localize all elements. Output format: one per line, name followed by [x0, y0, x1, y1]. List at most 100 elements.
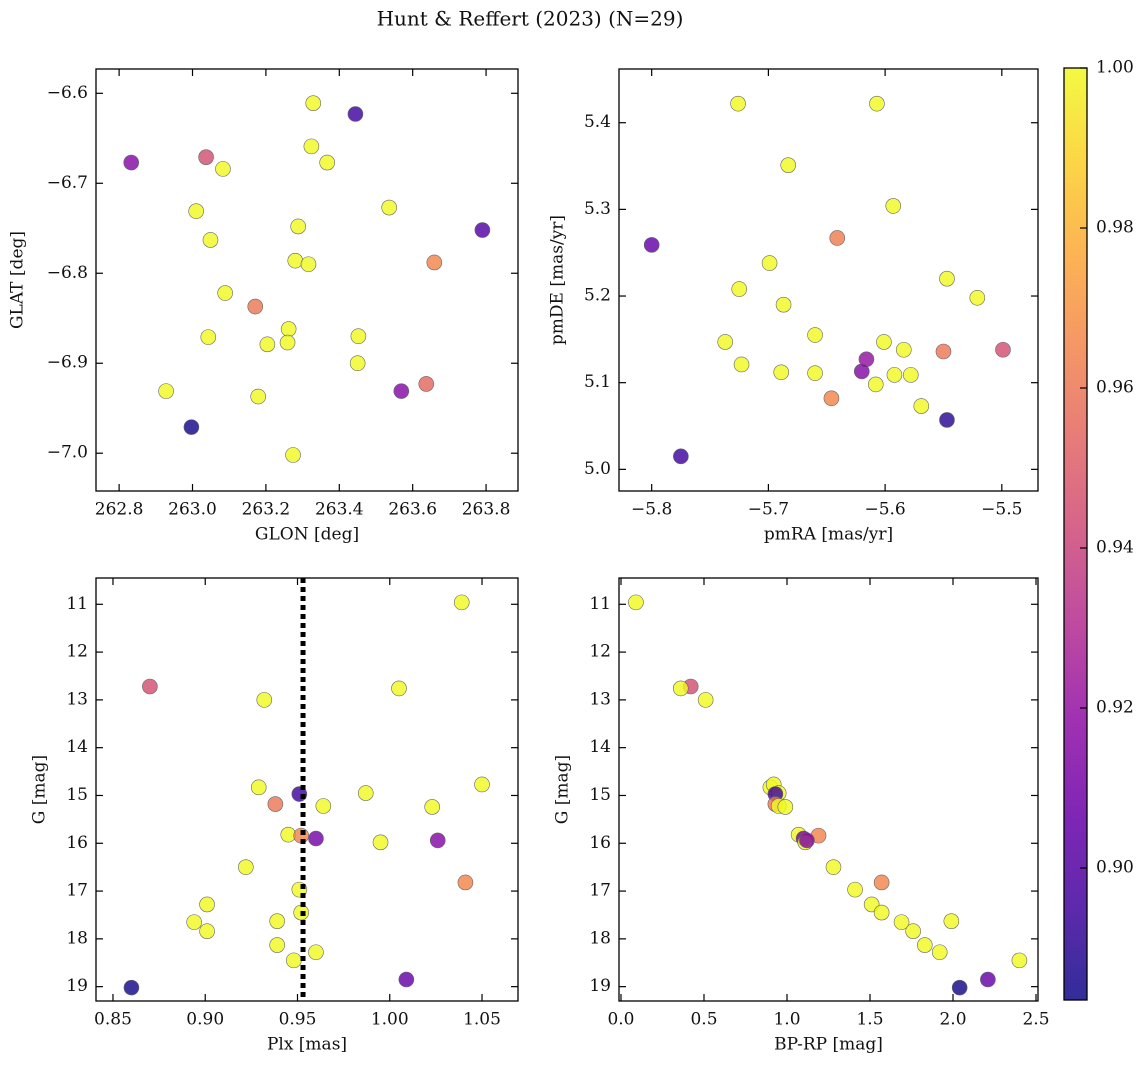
point [183, 419, 200, 435]
y-tick-label: 12 [66, 642, 88, 662]
point [429, 832, 446, 849]
x-tick-label: 263.4 [315, 500, 364, 520]
point [381, 199, 397, 216]
point [799, 832, 815, 849]
x-tick-label: 0.90 [186, 1010, 224, 1030]
x-axis-label: BP-RP [mag] [774, 1035, 883, 1055]
point [300, 256, 317, 273]
point [269, 913, 285, 929]
point [697, 692, 714, 708]
y-axis-label: GLAT [deg] [8, 231, 28, 329]
point [474, 222, 491, 238]
point [847, 881, 863, 898]
y-tick-label: 5.3 [584, 199, 611, 219]
point [733, 356, 750, 373]
x-tick-label: 1.05 [463, 1010, 501, 1030]
y-tick-label: 18 [66, 928, 88, 948]
plot-frame [618, 68, 1039, 492]
point [200, 329, 217, 345]
x-tick-label: 262.8 [95, 500, 144, 520]
point [202, 232, 219, 248]
x-axis-label: pmRA [mas/yr] [764, 525, 893, 545]
y-tick-label: 5.4 [584, 112, 611, 132]
point [643, 237, 660, 253]
figure-title: Hunt & Reffert (2023) (N=29) [377, 7, 684, 31]
colorbar [1063, 67, 1088, 1001]
point [807, 365, 823, 381]
point [873, 874, 890, 891]
point [453, 594, 470, 611]
point [867, 376, 884, 393]
x-axis-label: GLON [deg] [255, 525, 359, 545]
y-tick-label: 12 [589, 642, 611, 662]
y-tick-label: −7.0 [47, 443, 88, 463]
point [913, 398, 930, 414]
colorbar-tick-label: 0.90 [1096, 858, 1134, 878]
plot-frame [95, 577, 519, 1002]
point [259, 336, 276, 353]
y-tick-label: 16 [66, 833, 88, 853]
y-tick-label: 15 [66, 785, 88, 805]
point [199, 896, 215, 913]
point [893, 914, 910, 930]
x-tick-label: 2.5 [1022, 1010, 1049, 1030]
point [287, 252, 304, 269]
point [347, 106, 364, 122]
y-tick-label: 14 [589, 737, 611, 757]
point [286, 952, 302, 969]
point [308, 830, 324, 847]
y-tick-label: 16 [589, 833, 611, 853]
y-tick-label: 13 [66, 689, 88, 709]
point [1011, 952, 1028, 969]
point [876, 334, 892, 350]
point [290, 218, 306, 235]
y-tick-label: −6.6 [47, 83, 88, 103]
point [885, 198, 902, 214]
point [829, 230, 846, 246]
x-tick-label: 0.0 [607, 1010, 634, 1030]
x-tick-label: 2.0 [939, 1010, 966, 1030]
x-tick-label: −5.5 [981, 500, 1022, 520]
point [267, 796, 284, 812]
point [142, 678, 158, 695]
y-tick-label: −6.9 [47, 353, 88, 373]
point [238, 859, 254, 875]
y-axis-label: G [mag] [30, 755, 50, 824]
point [285, 447, 301, 463]
point [308, 944, 324, 961]
plot-frame [618, 577, 1039, 1002]
point [315, 798, 332, 814]
y-tick-label: 11 [589, 594, 611, 614]
point [980, 971, 996, 988]
point [873, 904, 890, 921]
point [424, 799, 440, 815]
x-tick-label: 0.5 [690, 1010, 717, 1030]
y-tick-label: 18 [589, 928, 611, 948]
point [188, 203, 204, 219]
y-tick-label: 14 [66, 737, 88, 757]
colorbar-tick-label: 1.00 [1096, 58, 1134, 78]
y-tick-label: 19 [66, 976, 88, 996]
point [916, 937, 933, 953]
point [186, 914, 202, 930]
point [457, 874, 474, 891]
y-tick-label: 11 [66, 594, 88, 614]
y-tick-label: 5.2 [584, 286, 611, 306]
x-tick-label: 0.85 [94, 1010, 132, 1030]
point [895, 341, 912, 358]
x-tick-label: 1.5 [856, 1010, 883, 1030]
point [199, 923, 215, 940]
point [474, 776, 490, 793]
point [931, 944, 948, 961]
x-tick-label: −5.7 [748, 500, 789, 520]
point [158, 383, 174, 399]
point [673, 448, 689, 465]
y-tick-label: 19 [589, 976, 611, 996]
point [886, 367, 903, 383]
point [731, 281, 748, 297]
colorbar-tick-label: 0.92 [1096, 698, 1134, 718]
colorbar-tick-label: 0.98 [1096, 218, 1134, 238]
point [951, 979, 968, 996]
colorbar-tick-label: 0.94 [1096, 538, 1134, 558]
point [398, 971, 415, 988]
